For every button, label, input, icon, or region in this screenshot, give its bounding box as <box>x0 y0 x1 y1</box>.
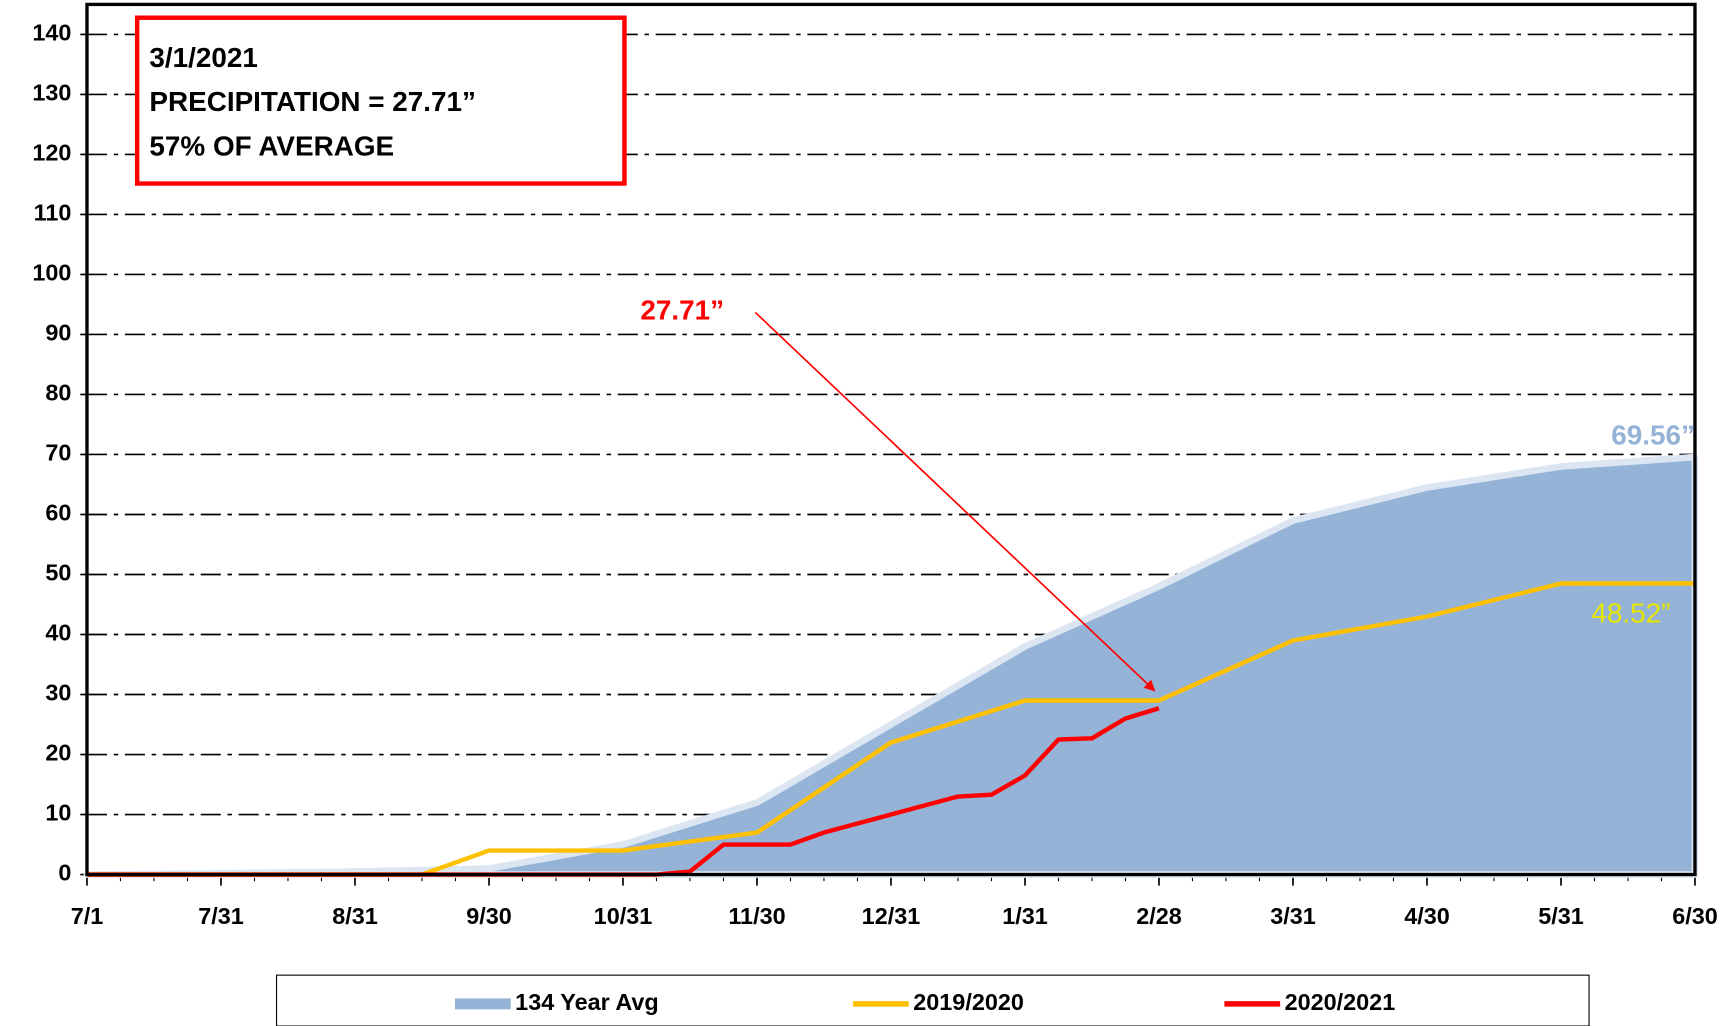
x-tick-label: 6/30 <box>1672 903 1718 929</box>
y-tick-label: 20 <box>45 740 71 766</box>
plot-frame <box>85 2 1697 877</box>
line <box>86 581 1695 877</box>
labels: 0 10 20 30 40 50 60 70 80 90 100 110 120 130 140 7/1 7/3… <box>32 15 1718 929</box>
y-tick-label: 80 <box>45 380 71 406</box>
y-tick-label: 50 <box>45 560 71 586</box>
legend: 134 Year Avg 2019/2020 2020/2021 <box>454 989 1396 1015</box>
value-label: 48.52” <box>1591 598 1670 629</box>
value-label: 27.71” <box>640 295 724 326</box>
x-tick-label: 11/30 <box>728 903 785 929</box>
y-tick-label: 70 <box>45 440 71 466</box>
x-tick-label: 3/31 <box>1270 903 1316 929</box>
x-tick-label: 5/31 <box>1538 903 1584 929</box>
x-tick-label: 4/30 <box>1404 903 1450 929</box>
x-tick-label: 1/31 <box>1002 903 1048 929</box>
y-tick-label: 60 <box>45 500 71 526</box>
x-tick-label: 8/31 <box>332 903 378 929</box>
x-tick-label: 9/30 <box>466 903 512 929</box>
annotation-text: PRECIPITATION = 27.71” <box>149 86 476 117</box>
y-tick-label: 30 <box>45 680 71 706</box>
x-tick-label: 7/31 <box>198 903 244 929</box>
y-tick-label: 0 <box>58 860 71 886</box>
legend-label: 134 Year Avg <box>515 989 659 1015</box>
marks <box>83 453 1699 878</box>
y-tick-label: 140 <box>32 20 71 46</box>
x-tick-label: 2/28 <box>1136 903 1182 929</box>
x-tick-label: 12/31 <box>862 903 921 929</box>
annotation-box <box>134 15 627 186</box>
annotation-text: 57% OF AVERAGE <box>149 131 394 162</box>
value-label: 69.56” <box>1611 420 1695 451</box>
y-tick-label: 130 <box>32 80 71 106</box>
line <box>86 706 1160 877</box>
annotation-arrow <box>754 311 1156 692</box>
legend-label: 2020/2021 <box>1285 989 1396 1015</box>
legend-label: 2019/2020 <box>913 989 1024 1015</box>
area <box>83 453 1699 878</box>
y-tick-label: 100 <box>32 260 71 286</box>
y-tick-label: 120 <box>32 140 71 166</box>
y-tick-label: 10 <box>45 800 71 826</box>
annotation-text: 3/1/2021 <box>149 42 257 73</box>
x-tick-label: 7/1 <box>71 903 104 929</box>
x-tick-label: 10/31 <box>594 903 653 929</box>
y-tick-label: 110 <box>34 200 72 226</box>
y-tick-label: 90 <box>45 320 71 346</box>
y-tick-label: 40 <box>45 620 71 646</box>
